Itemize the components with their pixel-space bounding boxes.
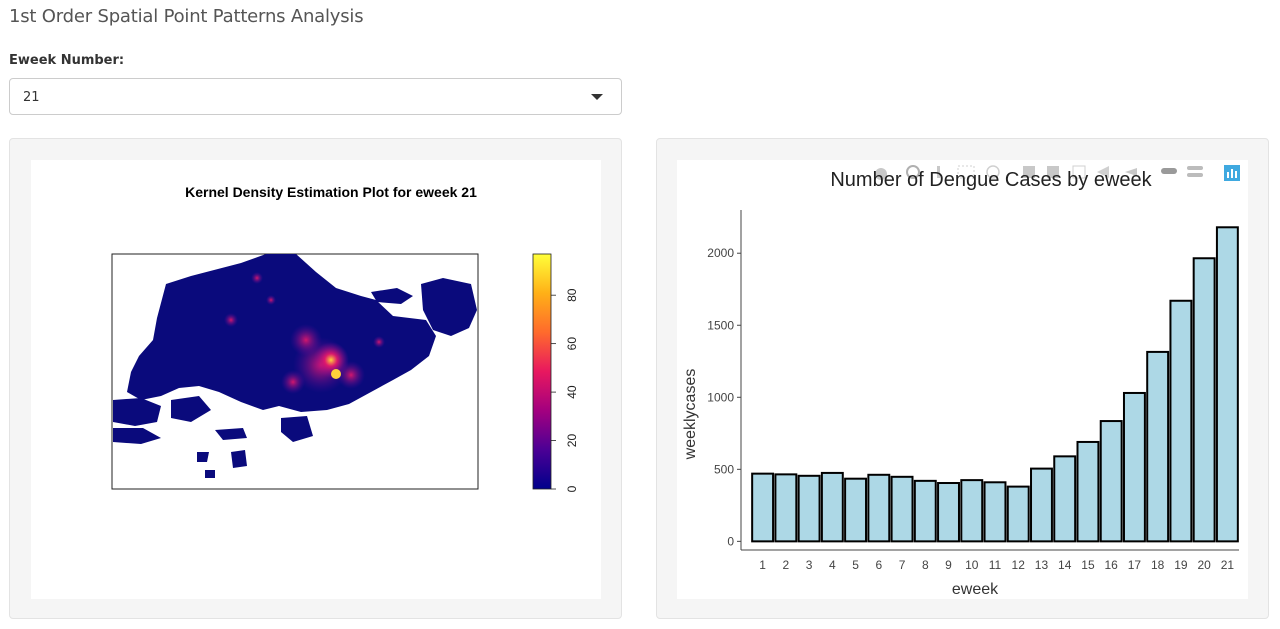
kde-title: Kernel Density Estimation Plot for eweek… (185, 184, 477, 200)
bar-xtick-label: 14 (1058, 558, 1072, 572)
zoom-icon[interactable] (906, 165, 920, 179)
kde-plot-area: Kernel Density Estimation Plot for eweek… (31, 160, 601, 599)
bar-20[interactable] (1192, 257, 1216, 543)
bar-xtick-label: 8 (922, 558, 929, 572)
kde-colorbar-tick-label: 0 (565, 485, 579, 492)
bar-xtick-label: 3 (806, 558, 813, 572)
bar-xtick-label: 20 (1197, 558, 1211, 572)
caret-down-icon (591, 94, 603, 100)
zoom-out-icon[interactable] (1047, 166, 1059, 178)
bar-4[interactable] (820, 471, 844, 543)
box-select-icon[interactable] (957, 165, 975, 179)
kde-colorbar (532, 253, 552, 490)
bar-ytick-label: 500 (714, 462, 734, 476)
zoom-in-icon[interactable] (1023, 166, 1035, 178)
bar-xaxis: 1 2 3 4 5 6 7 8 9 10 11 12 13 14 15 16 17 18 19 20 21 (759, 558, 1234, 572)
bar-xtick-label: 4 (829, 558, 836, 572)
kde-colorbar-tick-label: 40 (565, 385, 579, 399)
bar-12[interactable] (1006, 485, 1030, 543)
hover-compare-icon-top[interactable] (1187, 166, 1203, 170)
bar-10[interactable] (960, 479, 984, 543)
bar-ylabel: weeklycases (682, 369, 699, 461)
kde-plot-svg: Kernel Density Estimation Plot for eweek… (111, 184, 579, 492)
kde-colorbar-tick-label: 60 (565, 337, 579, 351)
bar-8[interactable] (913, 479, 937, 543)
bar-xtick-label: 21 (1221, 558, 1235, 572)
autoscale-icon[interactable] (1072, 165, 1086, 179)
kde-colorbar-tick-label: 20 (565, 434, 579, 448)
bar-xtick-label: 18 (1151, 558, 1165, 572)
bar-xtick-label: 9 (945, 558, 952, 572)
bar-14[interactable] (1053, 455, 1077, 543)
bar-chart-svg: Number of Dengue Cases by eweek 0 500 1000… (682, 165, 1240, 598)
bar-xtick-label: 2 (783, 558, 790, 572)
bar-3[interactable] (797, 474, 821, 543)
camera-icon[interactable] (875, 168, 887, 180)
bar-chart-title: Number of Dengue Cases by eweek (830, 169, 1152, 191)
bar-2[interactable] (774, 473, 798, 543)
bar-xtick-label: 19 (1174, 558, 1188, 572)
eweek-select-value: 21 (23, 90, 40, 105)
bar-xtick-label: 11 (989, 558, 1002, 572)
bar-9[interactable] (937, 482, 960, 543)
page-title: 1st Order Spatial Point Patterns Analysi… (9, 6, 364, 27)
bar-xtick-label: 6 (875, 558, 882, 572)
bar-ytick-label: 0 (727, 534, 734, 548)
toggle-spike-icon[interactable] (1125, 168, 1137, 176)
hover-closest-icon[interactable] (1161, 168, 1177, 174)
bar-5[interactable] (844, 477, 868, 543)
bar-plot-area: Number of Dengue Cases by eweek 0 500 1000… (677, 160, 1248, 599)
bar-18[interactable] (1146, 350, 1170, 543)
bar-series (751, 226, 1239, 543)
bar-15[interactable] (1076, 440, 1100, 543)
bar-xtick-label: 5 (852, 558, 859, 572)
bar-xtick-label: 15 (1081, 558, 1095, 572)
bar-11[interactable] (983, 481, 1007, 543)
bar-ytick-label: 1000 (707, 390, 734, 404)
hover-compare-icon-bottom[interactable] (1187, 173, 1203, 177)
plotly-modebar (875, 165, 1240, 181)
bar-6[interactable] (867, 473, 891, 543)
bar-xlabel: eweek (952, 581, 999, 598)
eweek-select[interactable]: 21 (9, 78, 622, 115)
bar-xtick-label: 10 (965, 558, 979, 572)
lasso-icon[interactable] (986, 165, 1000, 179)
bar-21[interactable] (1215, 226, 1239, 543)
bar-19[interactable] (1169, 299, 1193, 543)
bar-ytick-label: 2000 (707, 246, 734, 260)
bar-yaxis: 0 500 1000 1500 2000 (707, 210, 1239, 551)
bar-xtick-label: 1 (759, 558, 766, 572)
bar-xtick-label: 13 (1035, 558, 1049, 572)
bar-xtick-label: 12 (1012, 558, 1026, 572)
bar-xtick-label: 7 (899, 558, 906, 572)
bar-ytick-label: 1500 (707, 318, 734, 332)
bar-xtick-label: 17 (1128, 558, 1142, 572)
kde-panel: Kernel Density Estimation Plot for eweek… (9, 138, 622, 619)
eweek-label: Eweek Number: (9, 53, 125, 68)
bar-1[interactable] (751, 472, 775, 543)
kde-colorbar-tick-label: 80 (565, 288, 579, 302)
bar-xtick-label: 16 (1105, 558, 1119, 572)
bar-7[interactable] (890, 475, 914, 543)
kde-map-density (113, 254, 477, 478)
bar-17[interactable] (1122, 391, 1146, 543)
reset-axes-icon[interactable] (1097, 166, 1109, 178)
pan-icon[interactable] (937, 166, 940, 178)
bar-16[interactable] (1099, 420, 1123, 543)
kde-colorbar-ticks: 0 20 40 60 80 (551, 288, 579, 492)
bar-chart-panel: Number of Dengue Cases by eweek 0 500 1000… (656, 138, 1269, 619)
bar-13[interactable] (1030, 467, 1053, 543)
